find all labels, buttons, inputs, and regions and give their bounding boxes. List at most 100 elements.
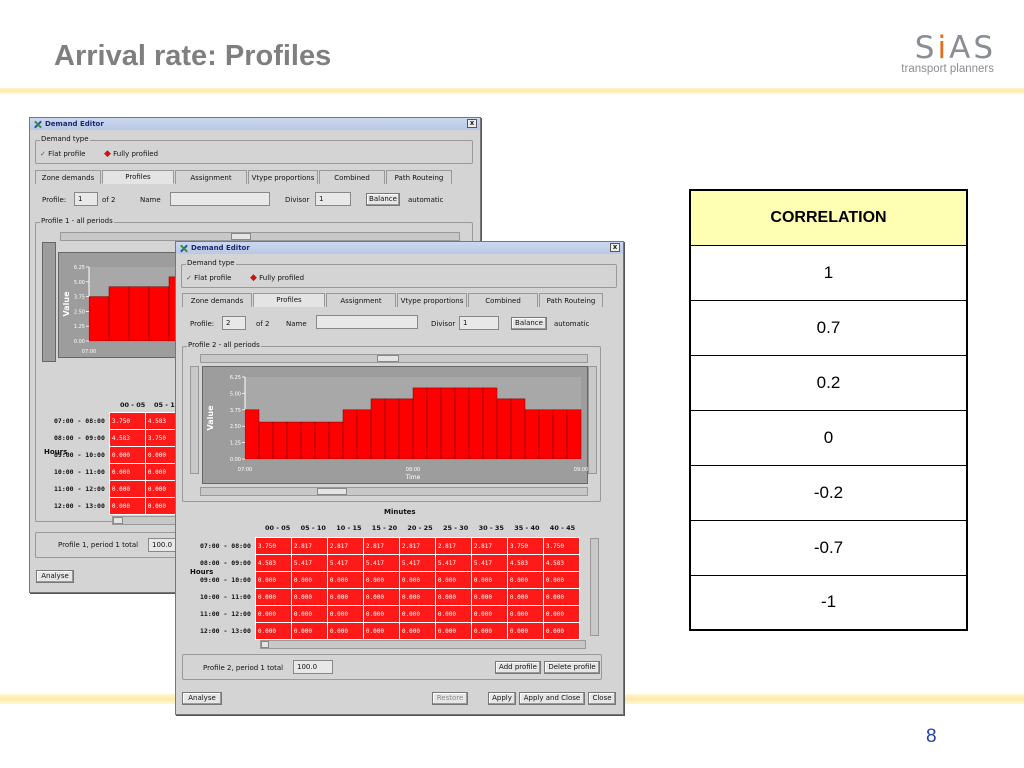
grid-cell[interactable]: 0.000 [326, 588, 364, 606]
chart-side-handle[interactable] [42, 242, 56, 362]
grid-cell[interactable]: 0.000 [326, 605, 364, 623]
grid-cell[interactable]: 0.000 [254, 571, 292, 589]
grid-cell[interactable]: 5.417 [290, 554, 328, 572]
grid-cell[interactable]: 5.417 [470, 554, 508, 572]
window-titlebar[interactable]: Demand Editor x [176, 242, 623, 254]
grid-horizontal-scrollbar[interactable] [260, 640, 586, 649]
grid-cell[interactable]: 0.000 [542, 622, 580, 640]
tab-vtype-proportions[interactable]: Vtype proportions [248, 170, 318, 184]
profile-spinner[interactable]: 1 [74, 192, 98, 206]
restore-button[interactable]: Restore [432, 692, 468, 705]
chart-vertical-scrollbar[interactable] [588, 366, 597, 474]
delete-profile-button[interactable]: Delete profile [544, 661, 600, 674]
chart-scrollbar[interactable] [200, 354, 588, 363]
analyse-button[interactable]: Analyse [182, 692, 222, 705]
grid-cell[interactable]: 0.000 [290, 588, 328, 606]
grid-cell[interactable]: 5.417 [326, 554, 364, 572]
apply-button[interactable]: Apply [488, 692, 516, 705]
add-profile-button[interactable]: Add profile [495, 661, 541, 674]
grid-cell[interactable]: 0.000 [506, 605, 544, 623]
grid-cell[interactable]: 0.000 [144, 497, 182, 515]
fully-profiled-radio[interactable]: ◆ Fully profiled [250, 273, 305, 283]
grid-cell[interactable]: 0.000 [506, 571, 544, 589]
grid-cell[interactable]: 0.000 [398, 588, 436, 606]
automatic-checkbox[interactable]: automatic [408, 196, 444, 204]
grid-cell[interactable]: 0.000 [434, 622, 472, 640]
chart-scrollbar[interactable] [60, 232, 460, 241]
grid-cell[interactable]: 4.583 [542, 554, 580, 572]
close-icon[interactable]: x [467, 119, 477, 128]
tab-path-routeing[interactable]: Path Routeing [386, 170, 452, 184]
analyse-button[interactable]: Analyse [36, 570, 74, 583]
tab-assignment[interactable]: Assignment [326, 293, 396, 307]
grid-cell[interactable]: 0.000 [470, 605, 508, 623]
apply-and-close-button[interactable]: Apply and Close [519, 692, 585, 705]
grid-cell[interactable]: 0.000 [398, 571, 436, 589]
grid-cell[interactable]: 0.000 [144, 480, 182, 498]
close-icon[interactable]: x [610, 243, 620, 252]
tab-assignment[interactable]: Assignment [175, 170, 247, 184]
grid-cell[interactable]: 0.000 [326, 571, 364, 589]
grid-cell[interactable]: 0.000 [434, 588, 472, 606]
tab-zone-demands[interactable]: Zone demands [182, 293, 252, 307]
grid-cell[interactable]: 0.000 [326, 622, 364, 640]
flat-profile-radio[interactable]: ✓ Flat profile [40, 150, 86, 158]
grid-cell[interactable]: 0.000 [108, 480, 146, 498]
grid-cell[interactable]: 4.583 [108, 429, 146, 447]
grid-cell[interactable]: 0.000 [254, 588, 292, 606]
grid-cell[interactable]: 0.000 [254, 622, 292, 640]
grid-cell[interactable]: 5.417 [362, 554, 400, 572]
divisor-select[interactable]: 1 [315, 192, 351, 206]
grid-cell[interactable]: 0.000 [542, 571, 580, 589]
grid-cell[interactable]: 4.583 [506, 554, 544, 572]
grid-cell[interactable]: 0.000 [506, 588, 544, 606]
tab-path-routeing[interactable]: Path Routeing [539, 293, 603, 307]
grid-cell[interactable]: 0.000 [290, 622, 328, 640]
name-field[interactable] [170, 192, 270, 206]
grid-cell[interactable]: 0.000 [108, 446, 146, 464]
grid-cell[interactable]: 4.583 [254, 554, 292, 572]
chart-side-scrollbar[interactable] [190, 366, 199, 474]
chart-horizontal-scrollbar[interactable] [200, 487, 588, 496]
balance-button[interactable]: Balance [366, 193, 400, 206]
grid-cell[interactable]: 0.000 [108, 497, 146, 515]
grid-cell[interactable]: 0.000 [362, 605, 400, 623]
grid-cell[interactable]: 2.817 [362, 537, 400, 555]
grid-cell[interactable]: 5.417 [434, 554, 472, 572]
automatic-checkbox[interactable]: automatic [554, 320, 590, 328]
grid-cell[interactable]: 0.000 [542, 605, 580, 623]
grid-cell[interactable]: 3.750 [108, 412, 146, 430]
grid-cell[interactable]: 0.000 [362, 622, 400, 640]
grid-vertical-scrollbar[interactable] [590, 538, 599, 636]
grid-cell[interactable]: 2.817 [326, 537, 364, 555]
grid-cell[interactable]: 2.817 [398, 537, 436, 555]
grid-cell[interactable]: 5.417 [398, 554, 436, 572]
grid-cell[interactable]: 0.000 [470, 571, 508, 589]
grid-cell[interactable]: 0.000 [470, 588, 508, 606]
window-titlebar[interactable]: Demand Editor x [30, 118, 480, 130]
grid-cell[interactable]: 2.817 [470, 537, 508, 555]
grid-cell[interactable]: 0.000 [434, 605, 472, 623]
grid-cell[interactable]: 0.000 [144, 446, 182, 464]
grid-cell[interactable]: 0.000 [362, 571, 400, 589]
grid-cell[interactable]: 0.000 [506, 622, 544, 640]
grid-cell[interactable]: 2.817 [290, 537, 328, 555]
tab-combined[interactable]: Combined [319, 170, 385, 184]
grid-cell[interactable]: 0.000 [290, 571, 328, 589]
tab-combined[interactable]: Combined [468, 293, 538, 307]
fully-profiled-radio[interactable]: ◆ Fully profiled [104, 149, 159, 159]
period-total-field[interactable]: 100.0 [293, 660, 333, 674]
demand-editor-window-front[interactable]: Demand Editor x Demand type ✓ Flat profi… [175, 241, 624, 715]
grid-cell[interactable]: 0.000 [434, 571, 472, 589]
grid-cell[interactable]: 3.750 [506, 537, 544, 555]
divisor-select[interactable]: 1 [459, 316, 499, 330]
grid-cell[interactable]: 0.000 [362, 588, 400, 606]
grid-cell[interactable]: 2.817 [434, 537, 472, 555]
grid-cell[interactable]: 0.000 [470, 622, 508, 640]
grid-cell[interactable]: 0.000 [254, 605, 292, 623]
name-field[interactable] [316, 315, 418, 329]
grid-cell[interactable]: 3.750 [254, 537, 292, 555]
profile-spinner[interactable]: 2 [222, 316, 246, 330]
grid-cell[interactable]: 0.000 [290, 605, 328, 623]
tab-profiles[interactable]: Profiles [102, 170, 174, 184]
